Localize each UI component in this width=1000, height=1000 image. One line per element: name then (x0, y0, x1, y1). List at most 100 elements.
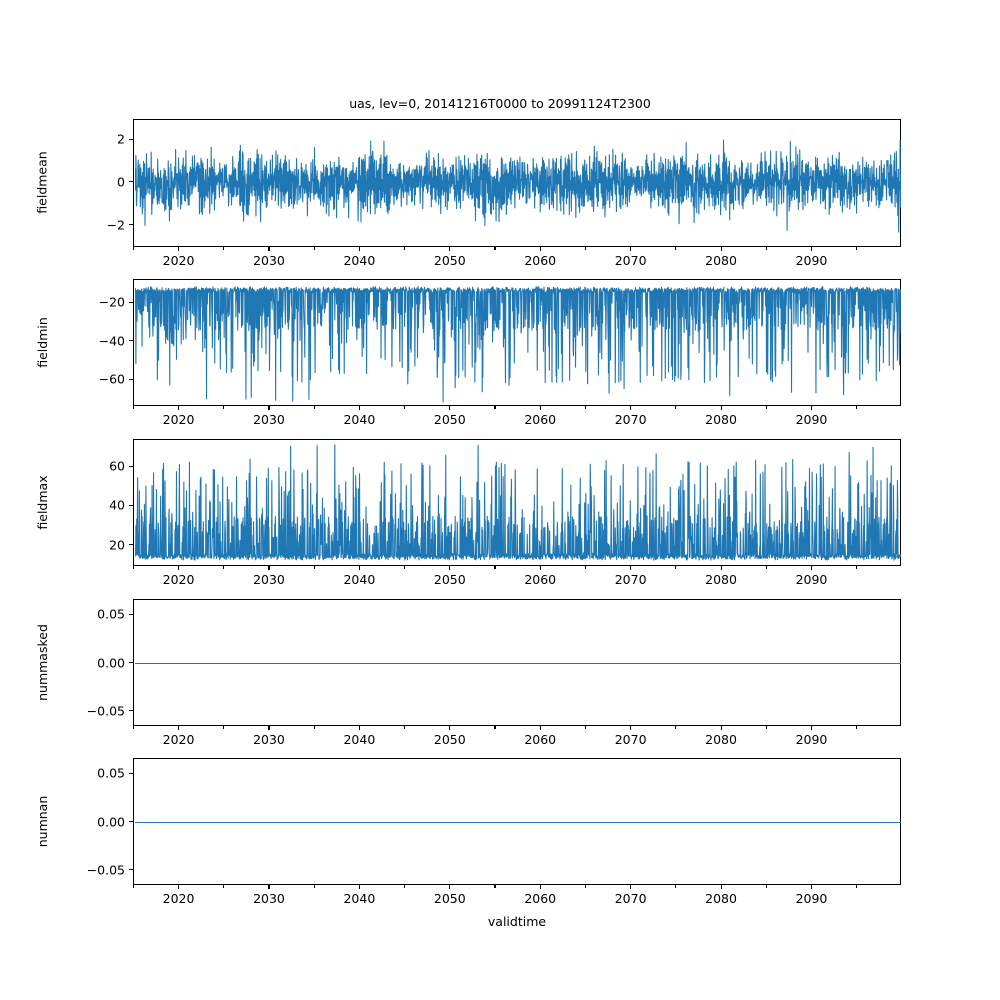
xtick-minor-fieldmax-7 (765, 566, 767, 569)
xtick-minor-nummasked-7 (765, 726, 767, 729)
xtick-minor-numnan-5 (584, 885, 586, 888)
xtick-minor-numnan-7 (765, 885, 767, 888)
xtick-mark-fieldmin-0 (178, 406, 180, 410)
xtick-minor-fieldmin-1 (223, 406, 225, 409)
ytick-mark-numnan-2 (129, 772, 133, 774)
xtick-mark-fieldmean-2 (358, 247, 360, 251)
xtick-mark-fieldmax-0 (178, 566, 180, 570)
ytick-label-fieldmax-1: 40 (109, 497, 125, 513)
xtick-mark-fieldmax-2 (358, 566, 360, 570)
xtick-label-numnan-7: 2090 (795, 891, 828, 906)
ylabel-fieldmin: fieldmin (34, 316, 50, 368)
plot-area-fieldmax (135, 441, 901, 566)
xtick-label-fieldmax-4: 2060 (524, 572, 557, 587)
xtick-mark-fieldmax-3 (449, 566, 451, 570)
xtick-label-fieldmax-0: 2020 (162, 572, 195, 587)
xtick-label-fieldmax-2: 2040 (343, 572, 376, 587)
xtick-mark-nummasked-0 (178, 726, 180, 730)
ytick-mark-nummasked-0 (129, 710, 133, 712)
ytick-mark-numnan-0 (129, 869, 133, 871)
xtick-mark-fieldmean-6 (720, 247, 722, 251)
xtick-label-fieldmin-7: 2090 (795, 412, 828, 427)
xtick-minor-fieldmean-7 (765, 247, 767, 250)
xtick-minor-fieldmax-0 (132, 566, 134, 569)
xtick-mark-fieldmax-5 (630, 566, 632, 570)
xtick-mark-fieldmin-1 (268, 406, 270, 410)
xtick-mark-fieldmean-1 (268, 247, 270, 251)
subplot-fieldmin (133, 279, 901, 406)
xtick-minor-numnan-2 (313, 885, 315, 888)
xtick-mark-nummasked-5 (630, 726, 632, 730)
xlabel: validtime (487, 914, 547, 929)
xtick-minor-fieldmean-2 (313, 247, 315, 250)
xtick-mark-nummasked-1 (268, 726, 270, 730)
xtick-label-numnan-2: 2040 (343, 891, 376, 906)
xtick-label-fieldmean-0: 2020 (162, 253, 195, 268)
ytick-mark-nummasked-2 (129, 613, 133, 615)
ylabel-numnan: numnan (34, 795, 50, 847)
ytick-label-fieldmin-2: −20 (98, 294, 125, 310)
xtick-mark-fieldmax-6 (720, 566, 722, 570)
xtick-label-numnan-0: 2020 (162, 891, 195, 906)
xtick-mark-fieldmin-5 (630, 406, 632, 410)
xtick-mark-fieldmax-7 (810, 566, 813, 570)
xtick-minor-nummasked-4 (494, 726, 496, 729)
xtick-mark-fieldmin-3 (449, 406, 451, 410)
xtick-label-numnan-5: 2070 (614, 891, 647, 906)
figure-title: uas, lev=0, 20141216T0000 to 20991124T23… (349, 96, 651, 111)
plot-area-numnan (135, 760, 901, 885)
xtick-mark-nummasked-4 (539, 726, 541, 730)
plot-area-nummasked (135, 601, 901, 726)
ytick-mark-fieldmin-2 (129, 301, 133, 303)
xtick-minor-nummasked-0 (132, 726, 134, 729)
xtick-minor-fieldmean-3 (404, 247, 406, 250)
xtick-mark-nummasked-7 (810, 726, 813, 730)
ytick-label-fieldmax-0: 20 (109, 537, 125, 552)
xtick-label-nummasked-1: 2030 (253, 732, 285, 747)
xtick-minor-fieldmin-7 (765, 406, 767, 409)
xtick-label-fieldmax-3: 2050 (433, 572, 466, 587)
ytick-mark-fieldmean-2 (129, 138, 133, 140)
xtick-label-numnan-6: 2080 (705, 891, 737, 906)
ytick-label-fieldmean-2: 2 (117, 131, 125, 147)
xtick-mark-fieldmin-4 (539, 406, 541, 410)
xtick-mark-nummasked-2 (358, 726, 360, 730)
xtick-minor-numnan-1 (223, 885, 225, 888)
subplot-nummasked (133, 599, 901, 726)
xtick-label-fieldmin-4: 2060 (524, 412, 557, 427)
xtick-minor-numnan-4 (494, 885, 496, 888)
xtick-mark-nummasked-6 (720, 726, 722, 730)
ytick-label-nummasked-2: 0.05 (97, 606, 125, 622)
subplot-fieldmean (133, 119, 901, 247)
ytick-mark-fieldmean-0 (129, 224, 133, 226)
xtick-mark-nummasked-3 (449, 726, 451, 730)
xtick-minor-fieldmax-4 (494, 566, 496, 569)
xtick-minor-fieldmean-5 (584, 247, 586, 250)
xtick-mark-numnan-4 (539, 885, 541, 889)
xtick-label-fieldmean-6: 2080 (705, 253, 737, 268)
xtick-label-fieldmean-4: 2060 (524, 253, 557, 268)
xtick-minor-fieldmin-5 (584, 406, 586, 409)
xtick-mark-numnan-6 (720, 885, 722, 889)
xtick-label-fieldmean-7: 2090 (795, 253, 828, 268)
ytick-mark-nummasked-1 (129, 661, 133, 664)
xtick-minor-nummasked-2 (313, 726, 315, 729)
xtick-label-fieldmax-7: 2090 (795, 572, 828, 587)
xtick-minor-numnan-8 (856, 885, 858, 888)
xtick-mark-numnan-7 (810, 885, 813, 889)
ytick-mark-fieldmax-1 (129, 504, 133, 506)
xtick-label-nummasked-2: 2040 (343, 732, 376, 747)
xtick-label-fieldmin-2: 2040 (343, 412, 376, 427)
xtick-label-numnan-3: 2050 (433, 891, 466, 906)
xtick-label-fieldmin-5: 2070 (614, 412, 647, 427)
xtick-minor-nummasked-6 (675, 726, 677, 729)
xtick-label-numnan-1: 2030 (253, 891, 285, 906)
xtick-mark-numnan-5 (630, 885, 632, 889)
plot-area-fieldmean (135, 121, 901, 247)
ytick-label-numnan-0: −0.05 (86, 862, 125, 878)
xtick-mark-fieldmean-4 (539, 247, 541, 251)
xtick-minor-fieldmax-5 (584, 566, 586, 569)
xtick-label-fieldmax-6: 2080 (705, 572, 737, 587)
xtick-minor-numnan-6 (675, 885, 677, 888)
xtick-minor-fieldmean-1 (223, 247, 225, 250)
